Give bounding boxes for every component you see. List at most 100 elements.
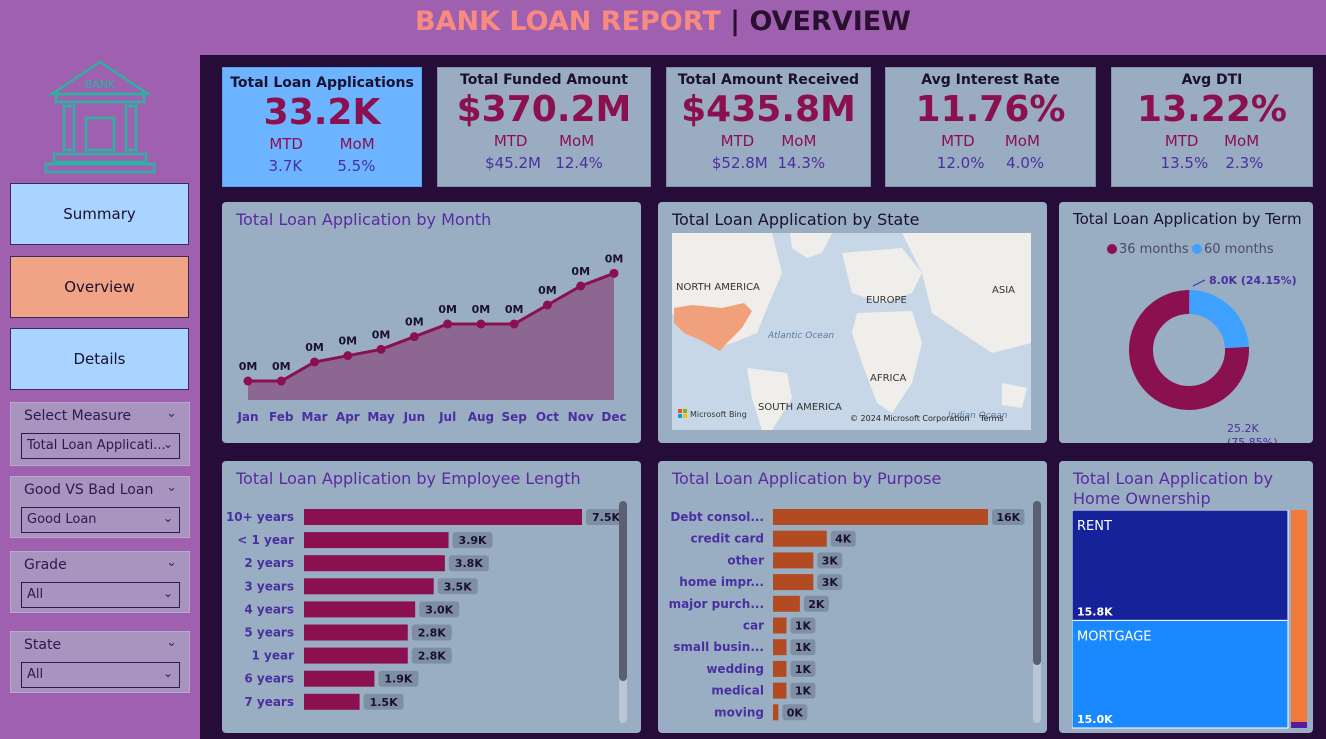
kpi-value: 11.76% [915, 89, 1066, 130]
kpi-mtd-label: MTD [493, 132, 528, 150]
data-label: 3.9K [459, 534, 487, 547]
kpi-value: 13.22% [1137, 89, 1287, 130]
category-label: 2 years [244, 556, 294, 570]
slice-label: (75.85%) [1227, 436, 1278, 443]
employee-length-scrollbar[interactable] [619, 501, 627, 723]
data-label: 0M [472, 303, 491, 316]
map-label-south-america: SOUTH AMERICA [758, 402, 842, 413]
kpi-mtd-label: MTD [1164, 132, 1199, 150]
kpi-mom-value: 4.0% [1006, 154, 1045, 172]
map-terms-link[interactable]: Terms [979, 414, 1004, 423]
kpi-card-total-funded-amount[interactable]: Total Funded Amount $370.2M MTD MoM $45.2… [437, 67, 651, 187]
category-label: major purch... [669, 597, 764, 611]
bar [304, 578, 434, 595]
bar [773, 639, 787, 656]
home-ownership-treemap: RENT 15.8K MORTGAGE 15.0K [1072, 510, 1307, 729]
data-label: 0M [438, 303, 457, 316]
map-label-africa: AFRICA [870, 373, 906, 384]
category-label: medical [711, 684, 764, 698]
slice-label: 25.2K [1227, 422, 1259, 435]
data-label-bg [803, 595, 829, 612]
logo-text: BANK [85, 78, 116, 91]
x-tick-label: Feb [269, 410, 294, 424]
summary-button[interactable]: Summary [10, 183, 189, 245]
chevron-down-icon[interactable]: ⌄ [166, 635, 177, 650]
data-label: 2.8K [418, 627, 446, 640]
details-button[interactable]: Details [10, 328, 189, 390]
kpi-title: Avg DTI [1181, 72, 1243, 88]
report-title: BANK LOAN REPORT [415, 6, 721, 37]
data-label: 2K [808, 598, 825, 611]
x-tick-label: Sep [501, 410, 527, 424]
title-separator: | [720, 6, 750, 37]
treemap-tile [1072, 619, 1289, 729]
data-point [609, 268, 619, 278]
select-measure-dropdown[interactable]: Total Loan Applicati... ⌄ [21, 433, 180, 459]
chevron-down-icon[interactable]: ⌄ [166, 480, 177, 495]
bar [773, 660, 787, 677]
state-map-panel[interactable]: Total Loan Application by State NORTH AM… [658, 202, 1047, 443]
kpi-mtd-label: MTD [941, 132, 975, 150]
category-label: home impr... [679, 575, 764, 589]
data-point [243, 376, 253, 386]
category-label: 10+ years [226, 510, 294, 524]
month-chart-panel[interactable]: Total Loan Application by Month 0M Jan 0M F… [222, 202, 641, 443]
kpi-mom-label: MoM [1004, 132, 1040, 150]
category-label: 5 years [244, 626, 294, 640]
world-map[interactable]: NORTH AMERICA EUROPE ASIA AFRICA SOUTH A… [672, 233, 1031, 430]
data-label-bg [419, 601, 460, 618]
bar [773, 530, 827, 547]
x-tick-label: Dec [601, 410, 626, 424]
data-label-bg [448, 555, 489, 572]
category-label: Debt consol... [670, 510, 764, 524]
map-credit: Microsoft Bing [690, 410, 747, 419]
data-point [576, 281, 586, 291]
grade-dropdown[interactable]: All ⌄ [21, 582, 180, 608]
chevron-down-icon[interactable]: ⌄ [166, 555, 177, 570]
data-label: 0M [339, 335, 358, 348]
home-ownership-panel[interactable]: Total Loan Application by Home Ownership… [1059, 461, 1313, 733]
bar [304, 601, 416, 618]
kpi-mom-value: 14.3% [777, 154, 826, 172]
map-label-asia: ASIA [992, 285, 1015, 296]
data-label: 1K [795, 641, 812, 654]
kpi-mtd-value: 12.0% [936, 154, 985, 172]
kpi-card-total-loan-applications[interactable]: Total Loan Applications 33.2K MTD MoM 3.7… [222, 67, 422, 187]
x-tick-label: Mar [302, 410, 328, 424]
purpose-scrollbar[interactable] [1033, 501, 1041, 723]
kpi-mtd-value: $45.2M [485, 154, 541, 172]
tile-label: RENT [1077, 519, 1112, 534]
term-chart-panel[interactable]: Total Loan Application by Term 36 months… [1059, 202, 1313, 443]
chevron-down-icon[interactable]: ⌄ [166, 406, 177, 421]
good-bad-loan-dropdown[interactable]: Good Loan ⌄ [21, 507, 180, 533]
employee-length-panel[interactable]: Total Loan Application by Employee Lengt… [222, 461, 641, 733]
kpi-mom-value: 12.4% [555, 154, 603, 172]
bar [304, 670, 375, 687]
x-tick-label: Jul [438, 410, 456, 424]
overview-button[interactable]: Overview [10, 256, 189, 318]
data-label: 1K [795, 685, 812, 698]
legend-marker [1192, 244, 1202, 254]
chevron-down-icon: ⌄ [162, 666, 173, 680]
kpi-title: Total Amount Received [677, 72, 860, 88]
kpi-mom-label: MoM [339, 135, 375, 153]
purpose-panel[interactable]: Total Loan Application by Purpose Debt c… [658, 461, 1047, 733]
data-label: 0M [505, 303, 524, 316]
state-dropdown[interactable]: All ⌄ [21, 662, 180, 688]
kpi-value: 33.2K [263, 92, 381, 133]
data-point [343, 351, 353, 361]
bar [304, 624, 408, 641]
donut-slice [1129, 290, 1249, 410]
sidebar: BANK Summary Overview Details Select Mea… [0, 50, 200, 739]
data-label: 1.5K [370, 696, 398, 709]
tile-value: 15.8K [1077, 605, 1113, 618]
map-label-north-america: NORTH AMERICA [676, 282, 760, 293]
treemap-tile [1072, 510, 1289, 621]
data-label: 3.5K [444, 580, 472, 593]
chevron-down-icon: ⌄ [162, 511, 173, 525]
kpi-card-total-amount-received[interactable]: Total Amount Received $435.8M MTD MoM $52… [666, 67, 871, 187]
select-measure-value: Total Loan Applicati... [27, 438, 166, 453]
chevron-down-icon: ⌄ [162, 437, 173, 451]
kpi-card-avg-interest-rate[interactable]: Avg Interest Rate 11.76% MTD MoM 12.0% 4.0… [885, 67, 1096, 187]
kpi-card-avg-dti[interactable]: Avg DTI 13.22% MTD MoM 13.5% 2.3% [1111, 67, 1313, 187]
